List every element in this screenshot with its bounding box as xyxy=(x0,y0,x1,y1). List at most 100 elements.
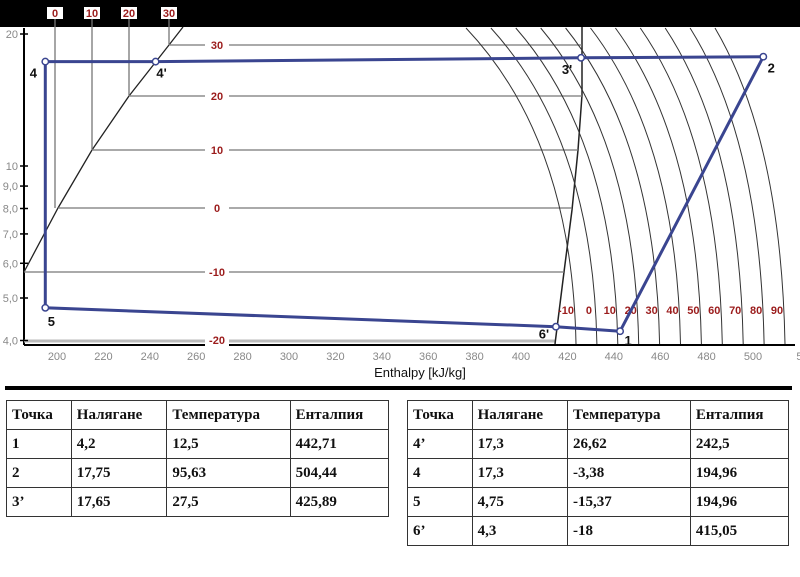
cycle-point xyxy=(41,57,50,66)
isotherm-label: 30 xyxy=(163,8,175,20)
cell: 3’ xyxy=(6,487,72,517)
vapor-isotherm-label: 10 xyxy=(604,305,616,317)
header-cell: Налягане xyxy=(70,400,168,430)
cell: 17,75 xyxy=(70,458,168,488)
table-row: 1 4,2 12,5 442,71 xyxy=(6,429,390,459)
x-tick-label: 380 xyxy=(465,351,483,363)
cycle-point xyxy=(151,57,160,66)
cell: 4’ xyxy=(407,429,473,459)
x-tick-label: 5 xyxy=(796,351,800,363)
saturated-vapor-line xyxy=(554,27,583,345)
x-tick-label: 220 xyxy=(94,351,112,363)
cell: 12,5 xyxy=(166,429,291,459)
vapor-isotherm-label: 30 xyxy=(645,305,657,317)
isotherm-label: 10 xyxy=(86,8,98,20)
cell: 4,3 xyxy=(471,516,568,546)
cell: -3,38 xyxy=(566,458,691,488)
x-tick-label: 320 xyxy=(326,351,344,363)
isotherm-label: 10 xyxy=(211,145,223,157)
isotherm-label: -20 xyxy=(209,335,225,347)
saturated-liquid-line xyxy=(23,26,184,273)
cycle-point-label: 5 xyxy=(48,314,55,329)
vapor-isotherm-label: 80 xyxy=(750,305,762,317)
vapor-isotherm-curve xyxy=(639,27,723,345)
vapor-isotherm-label: 0 xyxy=(586,305,592,317)
isotherm-label: 30 xyxy=(211,40,223,52)
isotherm-label-bg xyxy=(205,333,229,347)
y-tick-label: 10 xyxy=(6,161,18,173)
vapor-isotherm-label: 90 xyxy=(771,305,783,317)
x-tick-label: 500 xyxy=(744,351,762,363)
y-tick-label: 20 xyxy=(6,29,18,41)
isotherm-label: -10 xyxy=(209,267,225,279)
cell: 242,5 xyxy=(689,429,790,459)
cell: 442,71 xyxy=(289,429,390,459)
vapor-isotherm-curve xyxy=(689,27,765,345)
cell: 27,5 xyxy=(166,487,291,517)
vapor-isotherm-curve xyxy=(490,27,598,345)
x-tick-label: 340 xyxy=(373,351,391,363)
cell: 4,75 xyxy=(471,487,568,517)
y-tick-label: 7,0 xyxy=(3,229,18,241)
isotherm-label-bg xyxy=(205,38,229,52)
separator-line xyxy=(5,386,792,390)
points-table-2: Точка Налягане Температура Енталпия 4’ 1… xyxy=(407,400,790,546)
cell: -15,37 xyxy=(566,487,691,517)
x-tick-label: 440 xyxy=(605,351,623,363)
table-row: 2 17,75 95,63 504,44 xyxy=(6,458,390,488)
isotherm-label: 20 xyxy=(123,8,135,20)
y-tick-label: 6,0 xyxy=(3,258,18,270)
table-row: 4 17,3 -3,38 194,96 xyxy=(407,458,790,488)
y-tick-label: 9,0 xyxy=(3,181,18,193)
cycle-point-label: 4' xyxy=(156,66,166,81)
cycle-point xyxy=(616,327,625,336)
vapor-isotherm-curve xyxy=(590,27,681,345)
cell: 2 xyxy=(6,458,72,488)
isotherm-label-bg xyxy=(205,201,229,215)
isotherm-label: 20 xyxy=(211,91,223,103)
x-tick-label: 260 xyxy=(187,351,205,363)
cycle-point-label: 3' xyxy=(562,62,572,77)
cell: 425,89 xyxy=(289,487,390,517)
vapor-isotherm-curve xyxy=(614,27,702,345)
vapor-isotherm-label: 70 xyxy=(729,305,741,317)
isotherm-label-bg xyxy=(84,7,100,19)
cycle-line xyxy=(43,55,766,333)
cell: 6’ xyxy=(407,516,473,546)
cycle-point xyxy=(577,53,586,62)
x-tick-label: 360 xyxy=(419,351,437,363)
cell: 194,96 xyxy=(689,458,790,488)
isotherm-label-bg xyxy=(205,143,229,157)
cycle-point-label: 1 xyxy=(624,333,631,348)
header-cell: Точка xyxy=(6,400,72,430)
isotherm-label-bg xyxy=(161,7,177,19)
cycle-point xyxy=(551,322,560,331)
x-axis-label: Enthalpy [kJ/kg] xyxy=(374,365,466,380)
vapor-isotherm-curve xyxy=(664,27,744,345)
vapor-isotherm-curve xyxy=(540,27,640,345)
x-tick-label: 420 xyxy=(558,351,576,363)
table-header-row: Точка Налягане Температура Енталпия xyxy=(6,400,390,430)
vapor-isotherm-curve xyxy=(714,27,786,345)
header-cell: Температура xyxy=(166,400,291,430)
cell: 415,05 xyxy=(689,516,790,546)
isotherm-label-bg xyxy=(205,265,229,279)
isotherm-label: 0 xyxy=(214,203,220,215)
points-table-1: Точка Налягане Температура Енталпия 1 4,… xyxy=(6,400,390,517)
x-tick-label: 240 xyxy=(141,351,159,363)
cell: 4 xyxy=(407,458,473,488)
header-cell: Енталпия xyxy=(289,400,390,430)
cell: 95,63 xyxy=(166,458,291,488)
x-tick-label: 200 xyxy=(48,351,66,363)
table-row: 4’ 17,3 26,62 242,5 xyxy=(407,429,790,459)
y-tick-label: 8,0 xyxy=(3,203,18,215)
cycle-point xyxy=(759,52,768,61)
x-tick-label: 280 xyxy=(233,351,251,363)
vapor-isotherm-label: 60 xyxy=(708,305,720,317)
vapor-isotherm-label: 40 xyxy=(666,305,678,317)
cell: 26,62 xyxy=(566,429,691,459)
cell: 4,2 xyxy=(70,429,168,459)
isotherm-label-bg xyxy=(121,7,137,19)
y-tick-label: 4,0 xyxy=(3,335,18,347)
